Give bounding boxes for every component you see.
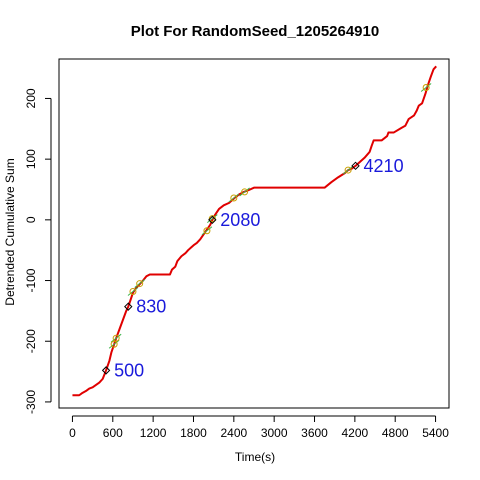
diamond-marker [351, 161, 360, 171]
x-tick-label: 4200 [342, 426, 369, 440]
fit-segment [420, 83, 432, 92]
circle-marker [129, 287, 137, 295]
diamond-marker [101, 366, 111, 375]
x-tick-label: 1200 [140, 426, 167, 440]
fit-segment [127, 287, 139, 296]
y-tick-label: 0 [24, 216, 38, 223]
diamond-marker [124, 302, 133, 311]
x-tick-label: 0 [69, 426, 76, 440]
x-tick-label: 600 [103, 426, 123, 440]
circle-marker [110, 340, 118, 348]
y-tick-label: 200 [24, 88, 38, 108]
y-tick-label: -200 [24, 329, 38, 353]
annotation-label: 500 [114, 360, 144, 380]
circle-marker [422, 84, 430, 92]
annotation-label: 2080 [220, 210, 260, 230]
circle-marker [203, 227, 211, 235]
x-axis-label: Time(s) [235, 450, 275, 464]
plot-frame [58, 58, 450, 409]
x-tick-label: 2400 [220, 426, 247, 440]
circle-marker [208, 215, 216, 223]
y-tick-label: -100 [24, 268, 38, 292]
circle-marker [344, 166, 352, 174]
y-tick-label: 100 [24, 149, 38, 169]
chart-title: Plot For RandomSeed_1205264910 [131, 23, 379, 40]
x-tick-label: 1800 [180, 426, 207, 440]
circle-marker [230, 194, 238, 202]
y-axis-label: Detrended Cumulative Sum [3, 158, 17, 305]
fit-segment [134, 279, 146, 288]
fit-segment [201, 226, 213, 236]
fit-segment [110, 333, 122, 343]
circle-marker [241, 188, 249, 196]
plot-area: 0 600 1200 1800 2400 3000 3600 4200 4800 5400 -300… [24, 58, 450, 440]
fit-segment [342, 165, 354, 175]
circle-marker [136, 280, 144, 288]
diamond-marker [208, 215, 217, 225]
circle-marker [112, 334, 120, 342]
x-tick-label: 3600 [301, 426, 328, 440]
x-tick-label: 5400 [422, 426, 449, 440]
y-tick-label: -300 [24, 390, 38, 414]
fit-segment [228, 193, 240, 203]
fit-segment [239, 187, 250, 197]
annotation-label: 830 [136, 297, 166, 317]
fit-segment [206, 214, 218, 224]
series-line [72, 65, 437, 397]
x-tick-label: 3000 [261, 426, 288, 440]
fit-segment [108, 339, 120, 349]
annotation-label: 4210 [364, 156, 404, 176]
x-tick-label: 4800 [382, 426, 409, 440]
